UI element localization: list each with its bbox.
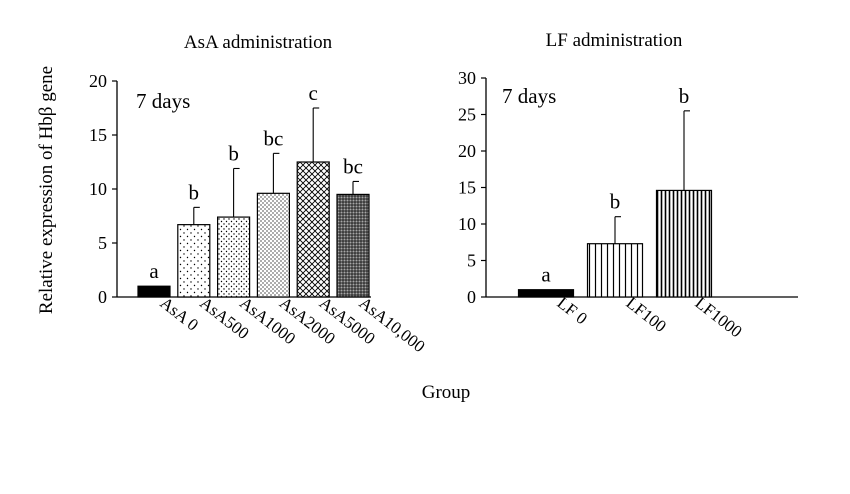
y-tick-label: 5 xyxy=(98,233,107,253)
lf-chart: LF administration 7 days 0 5 10 15 20 25 30 aLF 0… xyxy=(458,30,798,341)
significance-label: b xyxy=(189,180,200,204)
significance-label: b xyxy=(228,141,239,165)
y-tick-label: 25 xyxy=(458,105,476,125)
bar xyxy=(256,192,290,298)
category-label: LF1000 xyxy=(692,293,746,341)
bar xyxy=(655,189,713,298)
bar xyxy=(517,289,575,298)
y-tick-label: 5 xyxy=(467,251,476,271)
y-tick-label: 20 xyxy=(458,141,476,161)
y-tick-label: 20 xyxy=(89,71,107,91)
significance-label: a xyxy=(149,259,159,283)
chart-annotation: 7 days xyxy=(502,84,556,108)
bar xyxy=(217,216,251,298)
bar xyxy=(177,224,211,298)
y-tick-label: 10 xyxy=(89,179,107,199)
category-label: LF100 xyxy=(623,293,670,336)
significance-label: b xyxy=(610,190,621,214)
y-tick-label: 15 xyxy=(89,125,107,145)
significance-label: a xyxy=(541,263,551,287)
chart-annotation: 7 days xyxy=(136,89,190,113)
significance-label: bc xyxy=(343,154,363,178)
bar xyxy=(296,161,330,298)
significance-label: bc xyxy=(263,126,283,150)
bar xyxy=(586,243,644,298)
y-tick-label: 30 xyxy=(458,68,476,88)
y-tick-label: 0 xyxy=(467,287,476,307)
bar xyxy=(137,285,171,298)
chart-title: LF administration xyxy=(546,30,683,51)
y-axis-title: Relative expression of Hbβ gene xyxy=(36,66,57,314)
category-label: LF 0 xyxy=(554,293,591,328)
y-tick-label: 15 xyxy=(458,178,476,198)
x-axis-title: Group xyxy=(422,382,471,403)
bar xyxy=(336,193,370,298)
y-tick-label: 0 xyxy=(98,287,107,307)
significance-label: c xyxy=(309,81,318,105)
chart-title: AsA administration xyxy=(184,32,333,53)
y-tick-label: 10 xyxy=(458,214,476,234)
significance-label: b xyxy=(679,84,690,108)
category-label: AsA 0 xyxy=(157,293,203,334)
